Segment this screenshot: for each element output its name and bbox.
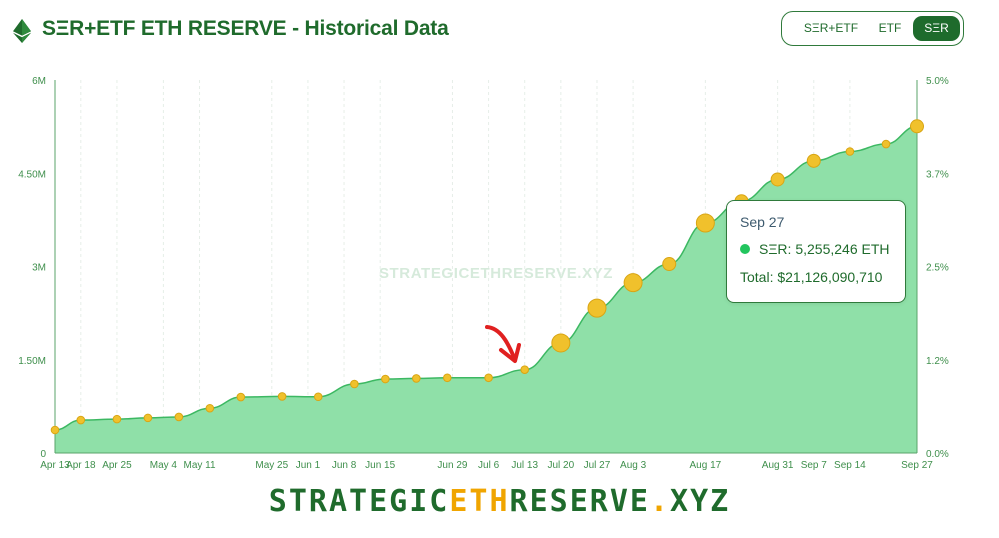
- data-point: [910, 119, 924, 134]
- x-tick-label: Jul 20: [548, 460, 575, 471]
- data-point: [442, 373, 452, 383]
- data-point: [174, 412, 184, 422]
- y-tick-label-right: 5.0%: [926, 76, 949, 87]
- data-point: [551, 333, 571, 353]
- wordmark-strategic: STRATEGIC: [268, 484, 450, 519]
- data-point: [143, 413, 153, 423]
- x-tick-label: Jun 1: [296, 460, 321, 471]
- y-tick-label-right: 3.7%: [926, 169, 949, 180]
- data-point: [587, 298, 607, 318]
- x-tick-label: Jul 13: [511, 460, 538, 471]
- data-point: [623, 273, 643, 293]
- footer-wordmark: STRATEGICETHRESERVE.XYZ: [0, 484, 999, 519]
- data-point: [381, 374, 390, 384]
- wordmark-reserve: RESERVE: [509, 484, 650, 519]
- data-point: [695, 213, 715, 233]
- data-point: [205, 403, 215, 413]
- wordmark-xyz: XYZ: [670, 484, 731, 519]
- x-tick-label: Jul 27: [584, 460, 611, 471]
- ethereum-diamond-icon: [13, 19, 31, 43]
- y-tick-label-left: 0: [40, 449, 46, 460]
- toggle-etf-button[interactable]: ETF: [878, 21, 902, 35]
- y-tick-label-left: 6M: [32, 76, 46, 87]
- data-point: [662, 257, 677, 272]
- data-point: [112, 414, 122, 424]
- x-tick-label: May 4: [150, 460, 178, 471]
- data-point: [484, 373, 493, 383]
- wordmark-dot: .: [649, 484, 671, 519]
- series-dot-icon: [740, 244, 750, 254]
- x-tick-label: May 25: [255, 460, 288, 471]
- tooltip-date: Sep 27: [740, 214, 785, 230]
- data-point: [770, 172, 785, 187]
- chart-tooltip: Sep 27 SΞR: 5,255,246 ETH Total: $21,126…: [726, 200, 906, 303]
- wordmark-eth: ETH: [449, 484, 510, 519]
- toggle-ser-etf-button[interactable]: SΞR+ETF: [803, 21, 859, 35]
- x-tick-label: Apr 13: [40, 460, 70, 471]
- y-tick-label-right: 0.0%: [926, 449, 949, 460]
- page-title: SΞR+ETF ETH RESERVE - Historical Data: [42, 17, 449, 40]
- x-tick-label: Apr 25: [102, 460, 132, 471]
- x-tick-label: May 11: [183, 460, 215, 471]
- data-point: [236, 392, 246, 402]
- y-tick-label-right: 2.5%: [926, 263, 949, 274]
- data-point: [277, 392, 287, 401]
- x-tick-label: Aug 3: [620, 460, 647, 471]
- data-point: [76, 415, 86, 425]
- x-tick-label: Jun 8: [332, 460, 357, 471]
- data-point: [412, 374, 421, 383]
- x-tick-label: Sep 14: [834, 460, 866, 471]
- tooltip-total: Total: $21,126,090,710: [740, 269, 883, 285]
- y-tick-label-left: 4.50M: [18, 169, 46, 180]
- x-tick-label: Sep 7: [801, 460, 828, 471]
- annotation-arrow: [485, 325, 521, 363]
- reserve-toggle: SΞR+ETF ETF SΞR: [781, 11, 964, 46]
- x-tick-label: Jun 15: [365, 460, 395, 471]
- y-tick-label-left: 1.50M: [18, 356, 46, 367]
- toggle-ser-button[interactable]: SΞR: [913, 16, 960, 41]
- x-tick-label: Apr 18: [66, 460, 96, 471]
- data-point: [881, 139, 891, 149]
- data-point: [520, 365, 530, 374]
- x-tick-label: Jun 29: [437, 460, 467, 471]
- data-point: [313, 392, 323, 402]
- data-point: [806, 153, 821, 168]
- area-fill: [55, 126, 917, 453]
- y-tick-label-right: 1.2%: [926, 356, 949, 367]
- data-point: [50, 425, 60, 435]
- chart-area: STRATEGICETHRESERVE.XYZ Apr 13 Apr 18 Apr …: [0, 60, 999, 480]
- chart-watermark: STRATEGICETHRESERVE.XYZ: [379, 265, 613, 282]
- x-tick-label: Sep 27: [901, 460, 933, 471]
- header: SΞR+ETF ETH RESERVE - Historical Data SΞ…: [0, 0, 999, 60]
- data-point: [350, 379, 359, 389]
- y-tick-label-left: 3M: [32, 263, 46, 274]
- x-tick-label: Aug 17: [690, 460, 722, 471]
- x-tick-label: Jul 6: [478, 460, 500, 471]
- x-tick-label: Aug 31: [762, 460, 794, 471]
- tooltip-series-value: SΞR: 5,255,246 ETH: [759, 241, 890, 257]
- data-point: [845, 147, 855, 156]
